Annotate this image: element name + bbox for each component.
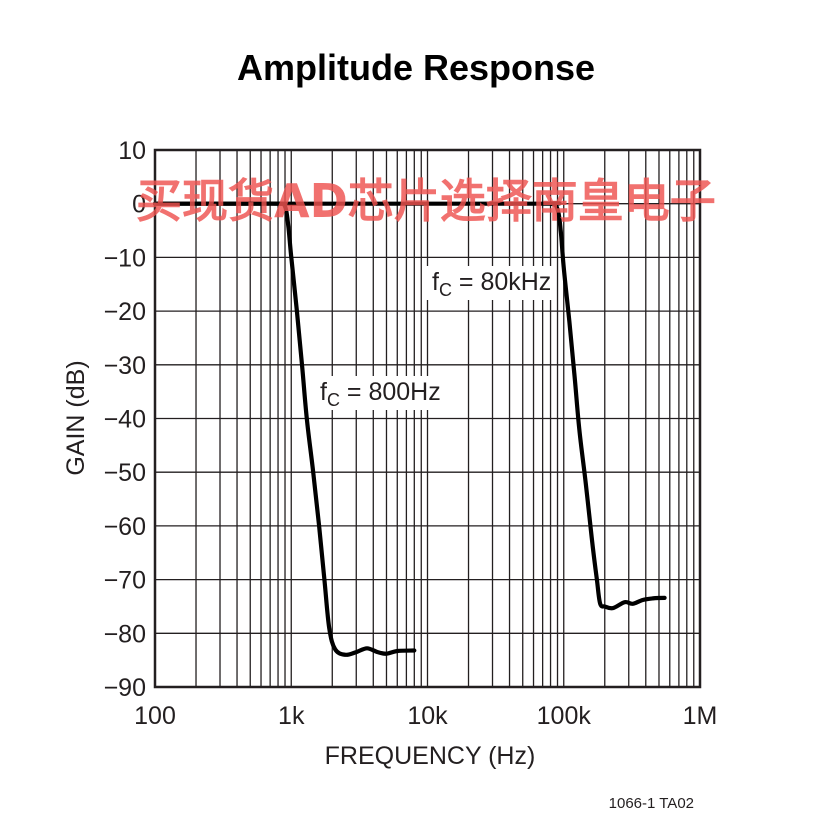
annotation-800hz-background [316,376,442,410]
y-axis-title: GAIN (dB) [62,360,90,475]
annotation-80khz-background [426,266,554,300]
x-tick-label: 10k [407,702,448,730]
x-tick-label: 1k [278,702,305,730]
x-axis-title: FREQUENCY (Hz) [325,742,536,770]
series-layer [152,201,667,657]
y-tick-label: −80 [104,620,146,648]
x-tick-label: 100 [134,702,176,730]
grid-lines [155,150,700,687]
y-tick-labels: 10 0 −10 −20 −30 −40 −50 −60 −70 −80 −90 [104,137,146,702]
y-tick-label: −30 [104,352,146,380]
annotation-80khz-label: fC = 80kHz [432,268,551,300]
y-tick-label: 0 [132,191,146,219]
annotation-80khz: fC = 80kHz [426,266,554,300]
y-tick-label: −20 [104,298,146,326]
annotation-800hz-label: fC = 800Hz [320,378,441,410]
watermark-text: 买现货AD芯片选择南皇电子 [136,174,716,228]
y-tick-label: −10 [104,244,146,272]
plot-frame [153,148,702,689]
y-tick-label: −60 [104,513,146,541]
y-tick-label: −40 [104,406,146,434]
annotation-800hz: fC = 800Hz [316,376,442,410]
figure-code: 1066-1 TA02 [609,795,694,812]
chart-title: Amplitude Response [237,47,595,88]
y-tick-label: 10 [118,137,146,165]
series-line-2 [152,201,667,611]
series-line-1 [152,201,417,657]
x-tick-label: 1M [683,702,718,730]
y-tick-label: −50 [104,459,146,487]
x-tick-labels: 100 1k 10k 100k 1M [134,702,717,730]
y-tick-label: −70 [104,567,146,595]
y-tick-label: −90 [104,674,146,702]
x-tick-label: 100k [537,702,592,730]
